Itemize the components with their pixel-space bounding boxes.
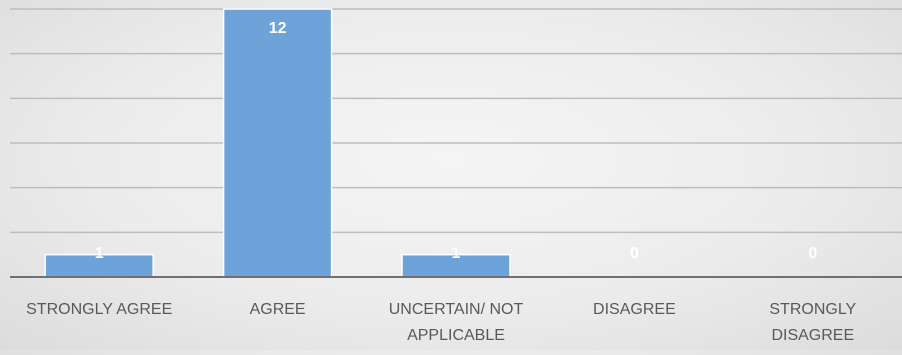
x-tick-label-2: UNCERTAIN/ NOT APPLICABLE [389, 301, 524, 344]
bars [44, 8, 511, 278]
x-tick-label-0: STRONGLY AGREE [26, 301, 172, 318]
data-label-3: 0 [630, 245, 639, 262]
bar-1 [222, 8, 333, 278]
data-label-1: 12 [269, 20, 287, 37]
data-labels: 1 12 1 0 0 [95, 20, 818, 262]
x-tick-label-1: AGREE [250, 301, 306, 318]
x-tick-label-4: STRONGLY DISAGREE [769, 301, 856, 344]
data-label-2: 1 [452, 245, 461, 262]
data-label-4: 0 [808, 245, 817, 262]
data-label-0: 1 [95, 245, 104, 262]
gridlines [10, 8, 902, 234]
x-tick-label-3: DISAGREE [593, 301, 676, 318]
x-axis: STRONGLY AGREE AGREE UNCERTAIN/ NOT APPLICA… [10, 276, 902, 344]
